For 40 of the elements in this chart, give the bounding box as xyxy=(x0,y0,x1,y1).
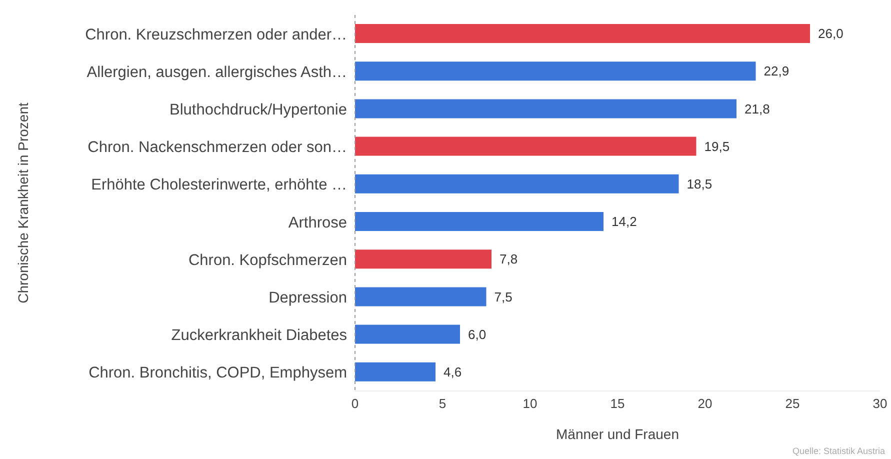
x-tick-label: 25 xyxy=(785,396,800,412)
x-tick-label: 20 xyxy=(698,396,712,412)
source-note: Quelle: Statistik Austria xyxy=(792,446,885,456)
data-label: 7,5 xyxy=(494,289,512,304)
x-axis-title: Männer und Frauen xyxy=(556,426,679,442)
y-tick-label: Allergien, ausgen. allergisches Asth… xyxy=(86,64,347,81)
y-tick-label: Chron. Kreuzschmerzen oder ander… xyxy=(85,26,347,44)
data-label: 26,0 xyxy=(818,26,844,42)
bar xyxy=(355,136,696,156)
bar xyxy=(355,212,604,231)
data-label: 19,5 xyxy=(704,138,730,154)
bar xyxy=(355,324,460,344)
bar xyxy=(355,62,756,81)
data-label: 18,5 xyxy=(686,176,712,192)
bar xyxy=(355,174,679,194)
bar xyxy=(355,24,810,43)
y-tick-label: Zuckerkrankheit Diabetes xyxy=(171,327,348,344)
data-label: 14,2 xyxy=(612,214,637,230)
y-tick-label: Chron. Kopfschmerzen xyxy=(188,252,347,269)
x-tick-label: 10 xyxy=(522,396,538,412)
bar xyxy=(355,362,436,382)
bar xyxy=(355,287,486,306)
y-axis-title: Chronische Krankheit in Prozent xyxy=(14,102,31,304)
data-label: 21,8 xyxy=(744,101,770,116)
y-tick-label: Bluthochdruck/Hypertonie xyxy=(170,102,347,119)
y-tick-label: Depression xyxy=(268,290,347,307)
y-tick-label: Chron. Bronchitis, COPD, Emphysem xyxy=(88,364,347,382)
x-tick-label: 5 xyxy=(438,396,446,412)
bar xyxy=(355,99,736,118)
x-tick-label: 30 xyxy=(872,396,888,412)
data-label: 7,8 xyxy=(500,252,518,267)
data-label: 22,9 xyxy=(764,64,790,79)
data-label: 6,0 xyxy=(468,326,486,342)
data-label: 4,6 xyxy=(444,364,462,380)
bar xyxy=(355,250,492,269)
x-tick-label: 15 xyxy=(610,396,625,412)
x-tick-label: 0 xyxy=(351,396,359,412)
y-tick-label: Chron. Nackenschmerzen oder son… xyxy=(88,139,347,156)
y-tick-label: Erhöhte Cholesterinwerte, erhöhte … xyxy=(91,176,347,194)
y-tick-label: Arthrose xyxy=(288,214,347,232)
